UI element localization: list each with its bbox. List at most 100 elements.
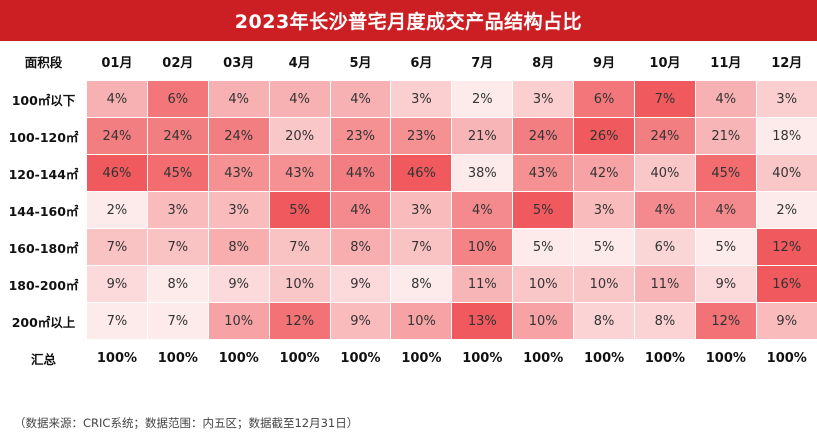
heat-cell: 3%	[512, 80, 575, 118]
total-label: 汇总	[0, 339, 87, 378]
heat-cell: 5%	[512, 191, 575, 229]
heat-cell: 5%	[694, 228, 757, 266]
heat-cell: 2%	[451, 80, 514, 118]
heat-cell: 8%	[634, 302, 696, 340]
row-label: 180-200㎡	[0, 265, 87, 303]
heat-cell: 24%	[86, 117, 148, 155]
heat-cell: 12%	[755, 228, 817, 266]
heat-cell: 10%	[390, 302, 453, 340]
heat-cell: 4%	[207, 80, 270, 118]
table-row: 100㎡以下 4% 6% 4% 4% 4% 3% 2% 3% 6% 7% 4% 3%	[0, 80, 817, 118]
table-row: 144-160㎡ 2% 3% 3% 5% 4% 3% 4% 5% 3% 4% 4% 2%	[0, 191, 817, 229]
heat-cell: 8%	[329, 228, 392, 266]
total-cell: 100%	[329, 339, 392, 378]
month-header: 12月	[755, 41, 817, 81]
month-header: 11月	[694, 41, 757, 81]
heat-cell: 21%	[451, 117, 514, 155]
month-header: 4月	[268, 41, 331, 81]
heat-cell: 10%	[451, 228, 514, 266]
footnote: （数据来源：CRIC系统；数据范围：内五区；数据截至12月31日）	[14, 416, 359, 430]
heat-cell: 3%	[573, 191, 636, 229]
table-row: 160-180㎡ 7% 7% 8% 7% 8% 7% 10% 5% 5% 6% 5% 12%	[0, 228, 817, 266]
heat-cell: 9%	[207, 265, 270, 303]
total-cell: 100%	[268, 339, 331, 378]
month-header: 03月	[207, 41, 270, 81]
heat-cell: 42%	[573, 154, 636, 192]
total-cell: 100%	[512, 339, 575, 378]
heat-cell: 3%	[390, 191, 453, 229]
heat-cell: 4%	[634, 191, 696, 229]
table-row: 120-144㎡ 46% 45% 43% 43% 44% 46% 38% 43% 42% 40% 45…	[0, 154, 817, 192]
heat-cell: 45%	[146, 154, 209, 192]
heat-cell: 7%	[146, 228, 209, 266]
heat-cell: 44%	[329, 154, 392, 192]
heat-cell: 4%	[694, 191, 757, 229]
heat-cell: 7%	[86, 228, 148, 266]
total-cell: 100%	[694, 339, 757, 378]
total-cell: 100%	[634, 339, 696, 378]
heat-cell: 3%	[146, 191, 209, 229]
heat-cell: 3%	[755, 80, 817, 118]
heat-cell: 16%	[755, 265, 817, 303]
heat-cell: 3%	[207, 191, 270, 229]
table-row: 200㎡以上 7% 7% 10% 12% 9% 10% 13% 10% 8% 8% 12% 9%	[0, 302, 817, 340]
heat-cell: 20%	[268, 117, 331, 155]
month-header: 01月	[86, 41, 148, 81]
heat-cell: 4%	[329, 191, 392, 229]
heat-cell: 40%	[755, 154, 817, 192]
table-row: 180-200㎡ 9% 8% 9% 10% 9% 8% 11% 10% 10% 11% 9% 16%	[0, 265, 817, 303]
row-label: 200㎡以上	[0, 302, 87, 340]
total-cell: 100%	[390, 339, 453, 378]
heat-cell: 43%	[512, 154, 575, 192]
heat-cell: 7%	[146, 302, 209, 340]
total-cell: 100%	[451, 339, 514, 378]
heat-cell: 9%	[755, 302, 817, 340]
heat-cell: 11%	[451, 265, 514, 303]
heat-cell: 5%	[268, 191, 331, 229]
row-label: 120-144㎡	[0, 154, 87, 192]
row-header-label: 面积段	[0, 41, 87, 81]
heat-cell: 46%	[86, 154, 148, 192]
month-header: 7月	[451, 41, 514, 81]
heat-cell: 10%	[268, 265, 331, 303]
heat-cell: 24%	[207, 117, 270, 155]
heat-cell: 6%	[146, 80, 209, 118]
heat-cell: 10%	[512, 265, 575, 303]
month-header: 6月	[390, 41, 453, 81]
chart-title: 2023年长沙普宅月度成交产品结构占比	[0, 0, 817, 41]
total-cell: 100%	[207, 339, 270, 378]
heat-cell: 45%	[694, 154, 757, 192]
heat-cell: 2%	[755, 191, 817, 229]
row-label: 100㎡以下	[0, 80, 87, 118]
heat-cell: 24%	[634, 117, 696, 155]
row-label: 144-160㎡	[0, 191, 87, 229]
total-cell: 100%	[146, 339, 209, 378]
heat-cell: 4%	[86, 80, 148, 118]
heat-cell: 12%	[694, 302, 757, 340]
heat-cell: 10%	[573, 265, 636, 303]
total-cell: 100%	[755, 339, 817, 378]
heat-cell: 9%	[329, 302, 392, 340]
table-row: 100-120㎡ 24% 24% 24% 20% 23% 23% 21% 24% 26% 24% 21…	[0, 117, 817, 155]
heat-cell: 8%	[146, 265, 209, 303]
heat-cell: 13%	[451, 302, 514, 340]
heat-cell: 11%	[634, 265, 696, 303]
heat-cell: 12%	[268, 302, 331, 340]
heat-cell: 26%	[573, 117, 636, 155]
heat-cell: 24%	[146, 117, 209, 155]
heat-cell: 21%	[694, 117, 757, 155]
month-header: 5月	[329, 41, 392, 81]
heat-cell: 8%	[573, 302, 636, 340]
heat-cell: 6%	[634, 228, 696, 266]
heat-cell: 9%	[86, 265, 148, 303]
heat-cell: 40%	[634, 154, 696, 192]
header-row: 面积段 01月 02月 03月 4月 5月 6月 7月 8月 9月 10月 11月 12月	[0, 41, 817, 81]
heat-cell: 24%	[512, 117, 575, 155]
heat-cell: 4%	[451, 191, 514, 229]
heat-cell: 10%	[207, 302, 270, 340]
heat-cell: 4%	[694, 80, 757, 118]
heatmap-table: 面积段 01月 02月 03月 4月 5月 6月 7月 8月 9月 10月 11月 12月 100㎡以下…	[0, 41, 817, 378]
month-header: 02月	[146, 41, 209, 81]
heat-cell: 7%	[634, 80, 696, 118]
heat-cell: 3%	[390, 80, 453, 118]
